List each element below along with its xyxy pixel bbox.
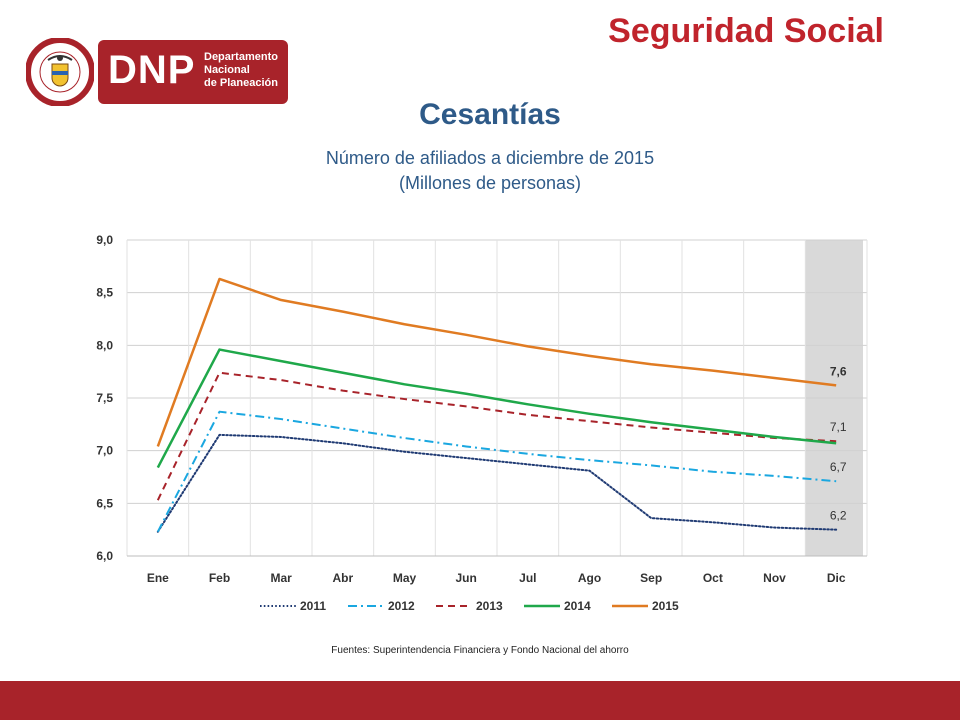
series-line-2011 [156, 433, 838, 533]
data-label: 6,2 [830, 509, 847, 523]
chart-subtitle: Número de afiliados a diciembre de 2015 … [0, 146, 960, 196]
x-tick-label: Oct [703, 571, 723, 585]
colombia-seal-icon [26, 38, 94, 106]
x-tick-label: May [393, 571, 417, 585]
legend-label: 2015 [652, 599, 679, 613]
dnp-wordmark: DNP Departamento Nacional de Planeación [98, 40, 288, 104]
x-tick-label: Sep [640, 571, 662, 585]
x-tick-label: Ene [147, 571, 169, 585]
page-title: Seguridad Social [608, 12, 884, 50]
data-label: 7,6 [830, 364, 847, 378]
legend-label: 2013 [476, 599, 503, 613]
x-tick-label: Jul [519, 571, 536, 585]
x-tick-label: Nov [763, 571, 786, 585]
series-line-2015 [156, 277, 837, 447]
chart-subtitle-line: (Millones de personas) [398, 173, 582, 193]
dnp-name-line: de Planeación [204, 77, 278, 89]
y-tick-label: 7,0 [96, 444, 113, 458]
dnp-acronym: DNP [108, 48, 196, 92]
data-label: 7,1 [830, 420, 847, 434]
footer-bar [0, 681, 960, 720]
dnp-name-line: Departamento [204, 51, 278, 63]
chart-title: Cesantías [419, 98, 561, 131]
source-note: Fuentes: Superintendencia Financiera y F… [331, 645, 629, 656]
legend-label: 2014 [564, 599, 591, 613]
x-tick-label: Abr [332, 571, 353, 585]
dnp-name-line: Nacional [204, 64, 250, 76]
x-tick-label: Jun [455, 571, 476, 585]
chart-subtitle-line: Número de afiliados a diciembre de 2015 [325, 148, 655, 168]
dnp-logo: DNP Departamento Nacional de Planeación [26, 38, 291, 106]
series-line-2013 [156, 371, 837, 501]
x-tick-label: Feb [209, 571, 230, 585]
y-tick-label: 8,0 [96, 338, 113, 352]
y-tick-label: 8,5 [96, 286, 113, 300]
y-tick-label: 6,0 [96, 549, 113, 563]
x-tick-label: Mar [270, 571, 292, 585]
series-line-2014 [156, 348, 837, 469]
y-tick-label: 6,5 [96, 496, 113, 510]
x-tick-label: Ago [578, 571, 601, 585]
y-tick-label: 7,5 [96, 391, 113, 405]
x-tick-label: Dic [827, 571, 846, 585]
dnp-name: Departamento Nacional de Planeación [204, 51, 278, 90]
legend-label: 2011 [300, 599, 326, 613]
y-tick-label: 9,0 [96, 233, 113, 247]
legend-label: 2012 [388, 599, 415, 613]
data-label: 6,7 [830, 460, 847, 474]
